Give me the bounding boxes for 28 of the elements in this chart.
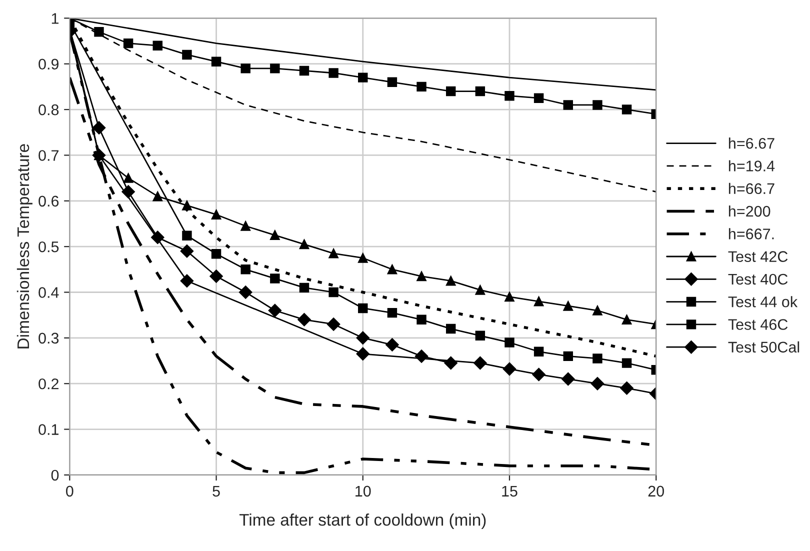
- x-axis-title: Time after start of cooldown (min): [239, 514, 486, 530]
- y-tick-label: 1: [52, 13, 58, 24]
- x-tick-label: 0: [66, 486, 74, 497]
- x-tick-label: 20: [648, 486, 664, 497]
- x-tick-label: 5: [212, 486, 220, 497]
- y-axis-title: Dimensionless Temperature: [16, 144, 32, 348]
- y-tick-label: 0.7: [38, 150, 58, 161]
- y-tick-label: 0.1: [38, 424, 58, 435]
- y-tick-label: 0.5: [38, 241, 59, 252]
- y-tick-label: 0.6: [38, 196, 59, 207]
- legend-label: h=667.: [728, 228, 774, 240]
- legend-label: Test 40C: [728, 274, 788, 285]
- y-tick-label: 0.4: [38, 287, 59, 298]
- y-tick-label: 0: [51, 470, 59, 481]
- legend-label: Test 50Cal: [728, 341, 800, 353]
- y-tick-label: 0.2: [38, 378, 58, 390]
- legend-label: h=6.67: [728, 138, 774, 149]
- legend-label: h=19.4: [728, 160, 775, 172]
- legend-label: Test 42C: [728, 251, 788, 262]
- legend-label: Test 46C: [728, 319, 788, 330]
- y-tick-label: 0.9: [38, 58, 59, 70]
- y-tick-label: 0.3: [38, 332, 59, 344]
- x-tick-label: 15: [502, 486, 518, 497]
- legend-label: Test 44 ok: [728, 296, 798, 308]
- legend-label: h=66.7: [728, 182, 774, 194]
- x-tick-label: 10: [356, 486, 371, 497]
- legend-label: h=200: [728, 205, 770, 217]
- y-tick-label: 0.8: [38, 104, 59, 116]
